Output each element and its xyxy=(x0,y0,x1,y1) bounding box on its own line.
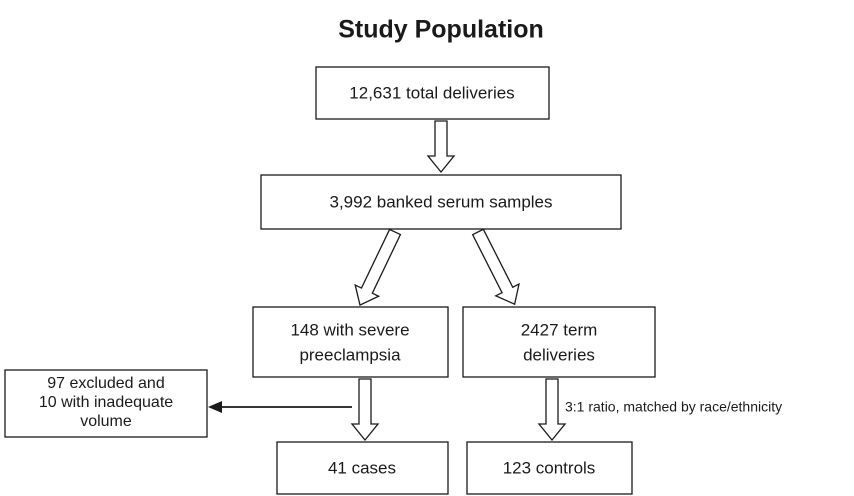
node-label: 123 controls xyxy=(503,458,596,477)
arrow xyxy=(426,120,456,174)
box xyxy=(260,174,622,230)
arrow xyxy=(537,378,567,442)
node-label: 3,992 banked serum samples xyxy=(329,192,552,211)
node-label: 2427 term xyxy=(521,320,598,339)
node-label: 41 cases xyxy=(328,458,396,477)
title: Study Population xyxy=(338,16,544,44)
box xyxy=(466,441,633,495)
arrow-head xyxy=(208,401,222,413)
box xyxy=(4,369,208,438)
box xyxy=(252,306,449,378)
node-label: deliveries xyxy=(523,345,595,364)
box xyxy=(276,441,449,495)
arrow xyxy=(471,228,520,306)
node-label: 10 with inadequate xyxy=(39,394,173,411)
box xyxy=(462,306,656,378)
node-label: preeclampsia xyxy=(299,345,401,364)
box xyxy=(315,66,550,120)
arrow xyxy=(354,228,402,306)
arrow xyxy=(350,378,380,442)
edge-label: 3:1 ratio, matched by race/ethnicity xyxy=(565,399,782,415)
node-label: 97 excluded and xyxy=(47,375,164,392)
node-label: 12,631 total deliveries xyxy=(349,83,514,102)
node-label: volume xyxy=(80,413,132,430)
node-label: 148 with severe xyxy=(290,320,409,339)
